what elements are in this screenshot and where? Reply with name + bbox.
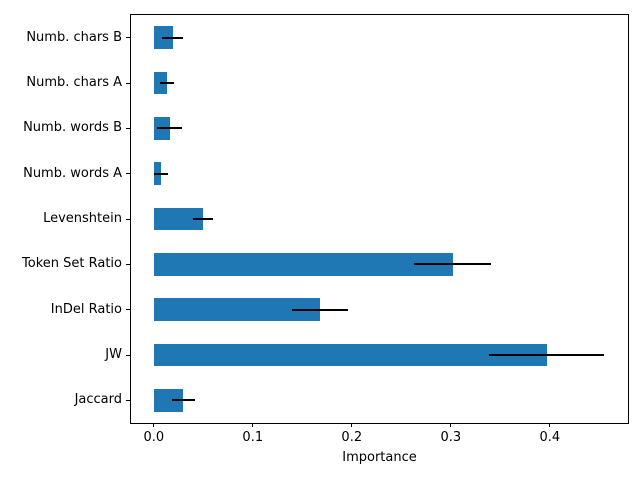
error-bar	[159, 82, 174, 84]
error-bar	[171, 399, 196, 402]
x-tick-label: 0.0	[143, 430, 165, 445]
x-tick-mark	[549, 423, 551, 427]
bar	[153, 343, 547, 367]
y-tick-label: JW	[105, 347, 122, 362]
x-tick-label: 0.1	[242, 430, 264, 445]
bar	[153, 298, 321, 321]
y-tick-label: Levenshtein	[43, 211, 122, 226]
y-tick-mark	[126, 354, 130, 356]
error-bar	[193, 218, 214, 220]
x-axis-label: Importance	[342, 450, 417, 465]
y-tick-mark	[126, 37, 130, 39]
y-tick-mark	[126, 82, 130, 84]
y-tick-label: Numb. chars A	[26, 75, 122, 90]
bar	[153, 207, 204, 231]
y-tick-label: Token Set Ratio	[22, 256, 122, 272]
error-bar	[414, 263, 492, 266]
y-tick-mark	[126, 127, 130, 129]
y-tick-mark	[126, 173, 130, 175]
y-tick-mark	[126, 218, 130, 220]
x-tick-mark	[252, 423, 254, 427]
y-tick-mark	[126, 309, 130, 311]
x-tick-label: 0.3	[440, 430, 462, 445]
y-tick-label: Numb. chars B	[26, 29, 122, 45]
x-tick-label: 0.4	[539, 430, 561, 445]
y-tick-mark	[126, 399, 130, 401]
error-bar	[292, 308, 348, 311]
y-tick-label: Numb. words B	[23, 120, 122, 136]
y-tick-label: InDel Ratio	[50, 301, 122, 317]
plot-area: Importance Numb. chars B Numb. chars A Num…	[22, 14, 629, 465]
bar	[153, 253, 453, 276]
y-tick-label: Numb. words A	[23, 165, 122, 181]
x-tick-mark	[153, 423, 155, 427]
bar	[153, 389, 184, 412]
y-tick-label: Jaccard	[74, 392, 122, 408]
error-bar	[489, 354, 605, 356]
error-bar	[156, 127, 183, 130]
error-bar	[153, 172, 168, 175]
error-bar	[161, 36, 184, 39]
y-tick-mark	[126, 263, 130, 265]
x-tick-label: 0.2	[341, 430, 363, 445]
x-tick-mark	[450, 423, 452, 427]
x-tick-mark	[351, 423, 353, 427]
